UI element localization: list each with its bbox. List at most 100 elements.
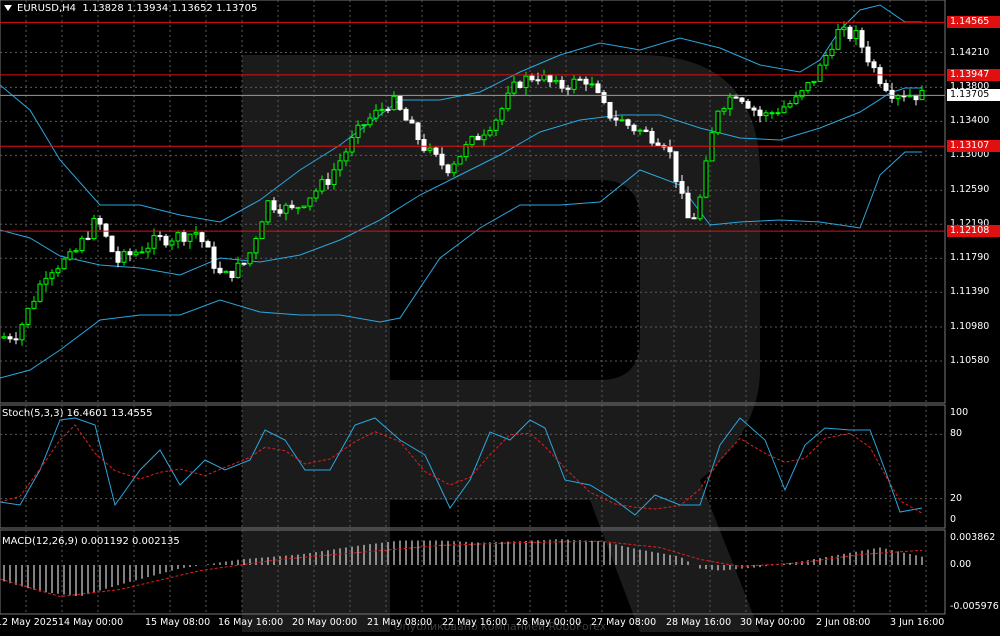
macd-tick: 0.00 xyxy=(950,559,972,570)
candle-body xyxy=(679,181,685,194)
candle-body xyxy=(259,221,265,239)
candle-body xyxy=(811,80,817,84)
candle-body xyxy=(337,160,343,171)
candle-body xyxy=(463,144,469,158)
time-label: 12 May 2025 xyxy=(0,617,58,628)
candle-body xyxy=(511,81,517,94)
candle-body xyxy=(343,151,349,162)
candle-body xyxy=(253,237,259,254)
time-label: 15 May 08:00 xyxy=(145,617,211,628)
candle-body xyxy=(127,251,133,256)
candle-body xyxy=(637,129,643,132)
price-tick: 1.13000 xyxy=(950,149,990,161)
candle-body xyxy=(205,241,211,248)
price-tick: 1.10580 xyxy=(950,355,990,367)
candle-body xyxy=(37,283,43,302)
candle-body xyxy=(151,235,157,249)
candle-body xyxy=(631,124,637,132)
candle-body xyxy=(433,147,439,155)
candle-body xyxy=(301,205,307,208)
candle-body xyxy=(523,75,529,88)
candle-body xyxy=(121,251,127,263)
candle-body xyxy=(187,233,193,242)
candle-body xyxy=(295,206,301,209)
candle-body xyxy=(193,232,199,235)
candle-body xyxy=(31,300,37,309)
candle-body xyxy=(865,46,871,63)
time-label: 3 Jun 16:00 xyxy=(890,617,945,628)
candle-body xyxy=(769,112,775,115)
candle-body xyxy=(169,240,175,246)
candle-body xyxy=(457,156,463,165)
stoch-label: Stoch(5,3,3) 16.4601 13.4555 xyxy=(2,408,153,419)
candle-body xyxy=(73,250,79,253)
price-tick: 1.12590 xyxy=(950,184,990,196)
candle-body xyxy=(745,101,751,109)
candle-body xyxy=(727,96,733,110)
candle-body xyxy=(7,336,13,340)
candle-body xyxy=(577,78,583,81)
candle-body xyxy=(589,83,595,86)
stoch-pane xyxy=(0,404,946,529)
candle-body xyxy=(883,83,889,91)
candle-body xyxy=(841,26,847,31)
candle-body xyxy=(247,252,253,265)
candle-body xyxy=(13,338,19,341)
candle-body xyxy=(355,124,361,138)
candle-body xyxy=(421,138,427,151)
candle-body xyxy=(613,117,619,121)
price-tick: 1.14210 xyxy=(950,46,990,58)
candle-body xyxy=(469,135,475,146)
candle-body xyxy=(91,217,97,240)
candle-body xyxy=(649,130,655,144)
candle-body xyxy=(805,82,811,92)
macd-tick: 0.003862 xyxy=(950,531,996,543)
candle-body xyxy=(691,217,697,220)
price-tick: 1.13800 xyxy=(950,81,990,93)
time-label: 30 May 00:00 xyxy=(740,617,806,628)
candle-body xyxy=(43,277,49,285)
time-label: 26 May 00:00 xyxy=(516,617,582,628)
candle-body xyxy=(535,79,541,82)
candle-body xyxy=(277,209,283,214)
time-label: 14 May 00:00 xyxy=(58,617,124,628)
candle-body xyxy=(673,151,679,183)
candle-body xyxy=(667,146,673,153)
candle-body xyxy=(505,92,511,110)
candle-body xyxy=(823,55,829,66)
candle-body xyxy=(367,117,373,126)
candle-body xyxy=(913,94,919,101)
candle-body xyxy=(817,64,823,82)
macd-tick: -0.005976 xyxy=(950,600,999,612)
current-price-label: 1.13705 xyxy=(947,89,1000,102)
candle-body xyxy=(793,96,799,105)
candle-body xyxy=(103,223,109,237)
time-label: 16 May 16:00 xyxy=(218,617,284,628)
candle-body xyxy=(157,235,163,238)
main-pane xyxy=(0,0,946,404)
bollinger-upper xyxy=(0,4,922,223)
watermark: Опубликовано компанией RoboForex xyxy=(393,620,607,633)
candle-body xyxy=(61,258,67,270)
candle-body xyxy=(379,108,385,111)
candle-body xyxy=(145,247,151,253)
candle-body xyxy=(403,108,409,121)
candle-body xyxy=(97,217,103,225)
candle-body xyxy=(289,204,295,209)
candle-body xyxy=(889,89,895,99)
candle-body xyxy=(565,87,571,90)
candle-body xyxy=(331,169,337,185)
bollinger-middle xyxy=(0,87,922,276)
stoch-tick: 100 xyxy=(950,407,969,418)
symbol-label: EURUSD,H4 xyxy=(17,3,77,14)
candle-body xyxy=(175,232,181,242)
candle-body xyxy=(529,75,535,81)
candle-body xyxy=(397,95,403,110)
candle-body xyxy=(847,26,853,40)
chart-menu-icon[interactable] xyxy=(4,5,12,11)
candle-body xyxy=(757,109,763,117)
candle-body xyxy=(835,29,841,50)
candle-body xyxy=(487,129,493,136)
candle-body xyxy=(427,147,433,151)
